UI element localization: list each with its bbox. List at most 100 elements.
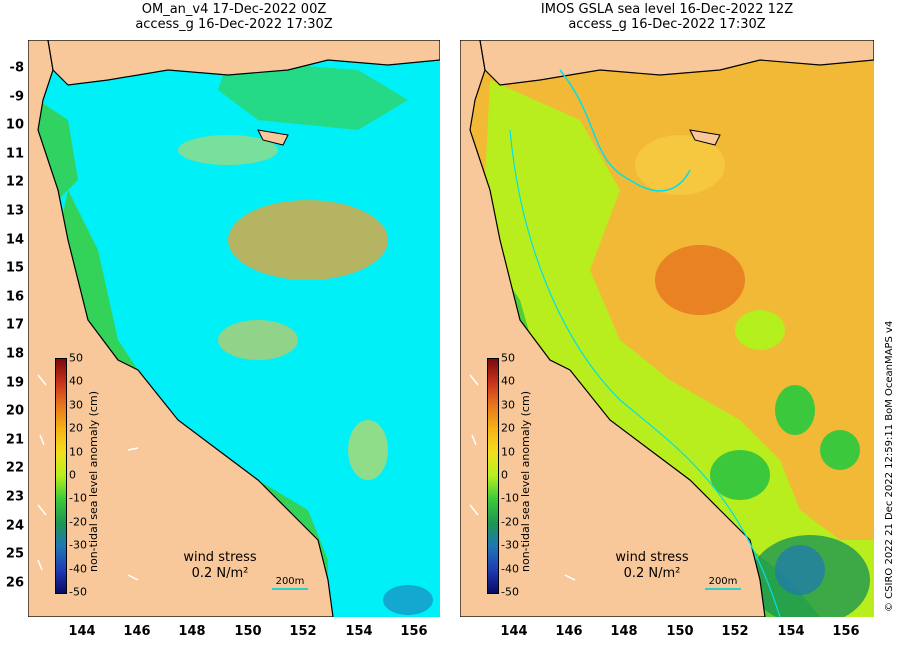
right-title-line2: access_g 16-Dec-2022 17:30Z — [568, 17, 766, 32]
latitude-tick-label: 13 — [5, 203, 24, 219]
longitude-tick-label: 152 — [289, 624, 317, 639]
left-title-line1: OM_an_v4 17-Dec-2022 00Z — [141, 2, 327, 17]
island — [689, 129, 721, 146]
cold-eddy — [383, 585, 433, 615]
colorbar-title: non-tidal sea level anomaly (cm) — [87, 391, 100, 572]
cold-eddy-2 — [820, 430, 860, 470]
colorbar-tick-label: -20 — [69, 515, 87, 529]
colorbar-gradient — [55, 358, 67, 594]
latitude-tick-label: -8 — [9, 60, 24, 76]
colorbar-tick-label: 50 — [69, 351, 83, 365]
longitude-tick-label: 156 — [400, 624, 428, 639]
cold-eddy-1 — [775, 385, 815, 435]
colorbar-tick-label: 50 — [501, 351, 515, 365]
longitude-tick-label: 150 — [234, 624, 262, 639]
colorbar-tick-label: -10 — [69, 491, 87, 505]
credit-text: © CSIRO 2022 21 Dec 2022 12:59:11 BoM Oc… — [884, 320, 895, 612]
latitude-tick-label: 12 — [5, 174, 24, 190]
latitude-tick-label: 19 — [5, 375, 24, 391]
cold-eddy-3 — [710, 450, 770, 500]
cool-eddy — [735, 310, 785, 350]
left-map-svg — [28, 40, 440, 617]
longitude-tick-label: 148 — [178, 624, 206, 639]
latitude-tick-label: 14 — [5, 232, 24, 248]
scale-label: 200m — [275, 576, 305, 587]
wind-legend-label: wind stress — [615, 550, 689, 565]
longitude-tick-label: 154 — [777, 624, 805, 639]
longitude-tick-label: 144 — [68, 624, 96, 639]
left-depth-scale: 200m — [272, 576, 308, 590]
warm-eddy — [228, 200, 388, 280]
left-panel-title: OM_an_v4 17-Dec-2022 00Z access_g 16-Dec… — [28, 2, 440, 32]
shelf-contour — [559, 69, 691, 192]
colorbar-tick-label: 20 — [501, 421, 515, 435]
colorbar-tick-label: -50 — [69, 585, 87, 599]
latitude-tick-label: 26 — [5, 575, 24, 591]
wind-legend-value: 0.2 N/m² — [191, 566, 249, 581]
colorbar-tick-label: 0 — [69, 468, 76, 482]
australia-landmass — [460, 40, 766, 617]
colorbar-tick-label: 10 — [501, 445, 515, 459]
warm-eddy-3 — [348, 420, 388, 480]
scale-bar — [705, 588, 741, 590]
australia-landmass — [28, 40, 334, 617]
scale-label: 200m — [708, 576, 738, 587]
longitude-tick-label: 156 — [832, 624, 860, 639]
latitude-axis: -8 -9 10 11 12 13 14 15 16 17 18 19 20 21 22 23 24 25 26 — [0, 40, 26, 617]
longitude-tick-label: 146 — [123, 624, 151, 639]
right-map-panel — [460, 40, 874, 617]
latitude-tick-label: 21 — [5, 432, 24, 448]
right-title-line1: IMOS GSLA sea level 16-Dec-2022 12Z — [540, 2, 794, 17]
colorbar-tick-label: -20 — [501, 515, 519, 529]
warm-eddy-4 — [178, 135, 278, 165]
colorbar-tick-label: -30 — [501, 538, 519, 552]
latitude-tick-label: 10 — [5, 117, 24, 133]
latitude-tick-label: 25 — [5, 546, 24, 562]
colorbar-tick-label: -30 — [69, 538, 87, 552]
colorbar-tick-label: 30 — [501, 398, 515, 412]
latitude-tick-label: 11 — [5, 146, 24, 162]
right-wind-legend: wind stress 0.2 N/m² — [607, 550, 697, 582]
scale-bar — [272, 588, 308, 590]
latitude-tick-label: 16 — [5, 289, 24, 305]
colorbar-tick-label: -10 — [501, 491, 519, 505]
latitude-tick-label: -9 — [9, 89, 24, 105]
longitude-tick-label: 144 — [500, 624, 528, 639]
colorbar-tick-label: 40 — [501, 374, 515, 388]
latitude-tick-label: 24 — [5, 518, 24, 534]
island — [257, 129, 289, 146]
cold-core — [775, 545, 825, 595]
left-wind-legend: wind stress 0.2 N/m² — [175, 550, 265, 582]
colorbar-gradient — [487, 358, 499, 594]
colorbar-tick-label: 20 — [69, 421, 83, 435]
warm-eddy — [655, 245, 745, 315]
wind-legend-label: wind stress — [183, 550, 257, 565]
colorbar-tick-label: 30 — [69, 398, 83, 412]
right-map-svg — [460, 40, 874, 617]
longitude-tick-label: 154 — [345, 624, 373, 639]
longitude-tick-label: 148 — [610, 624, 638, 639]
colorbar-tick-label: -50 — [501, 585, 519, 599]
latitude-tick-label: 23 — [5, 489, 24, 505]
warm-eddy-2 — [218, 320, 298, 360]
longitude-tick-label: 146 — [555, 624, 583, 639]
shelf-contour-2 — [509, 129, 781, 617]
longitude-tick-label: 150 — [666, 624, 694, 639]
latitude-tick-label: 20 — [5, 403, 24, 419]
right-panel-title: IMOS GSLA sea level 16-Dec-2022 12Z acce… — [460, 2, 874, 32]
colorbar-tick-label: -40 — [501, 562, 519, 576]
right-depth-scale: 200m — [705, 576, 741, 590]
new-guinea-landmass — [47, 40, 440, 86]
latitude-tick-label: 15 — [5, 260, 24, 276]
longitude-tick-label: 152 — [721, 624, 749, 639]
gulf-anomaly — [218, 60, 408, 130]
latitude-tick-label: 18 — [5, 346, 24, 362]
shelf-anomaly-yellowgreen — [485, 80, 874, 617]
colorbar-title: non-tidal sea level anomaly (cm) — [519, 391, 532, 572]
left-map-panel — [28, 40, 440, 617]
new-guinea-landmass — [479, 40, 874, 86]
colorbar-tick-label: -40 — [69, 562, 87, 576]
wind-arrows — [469, 374, 576, 581]
colorbar-tick-label: 40 — [69, 374, 83, 388]
warm-region — [635, 135, 725, 195]
